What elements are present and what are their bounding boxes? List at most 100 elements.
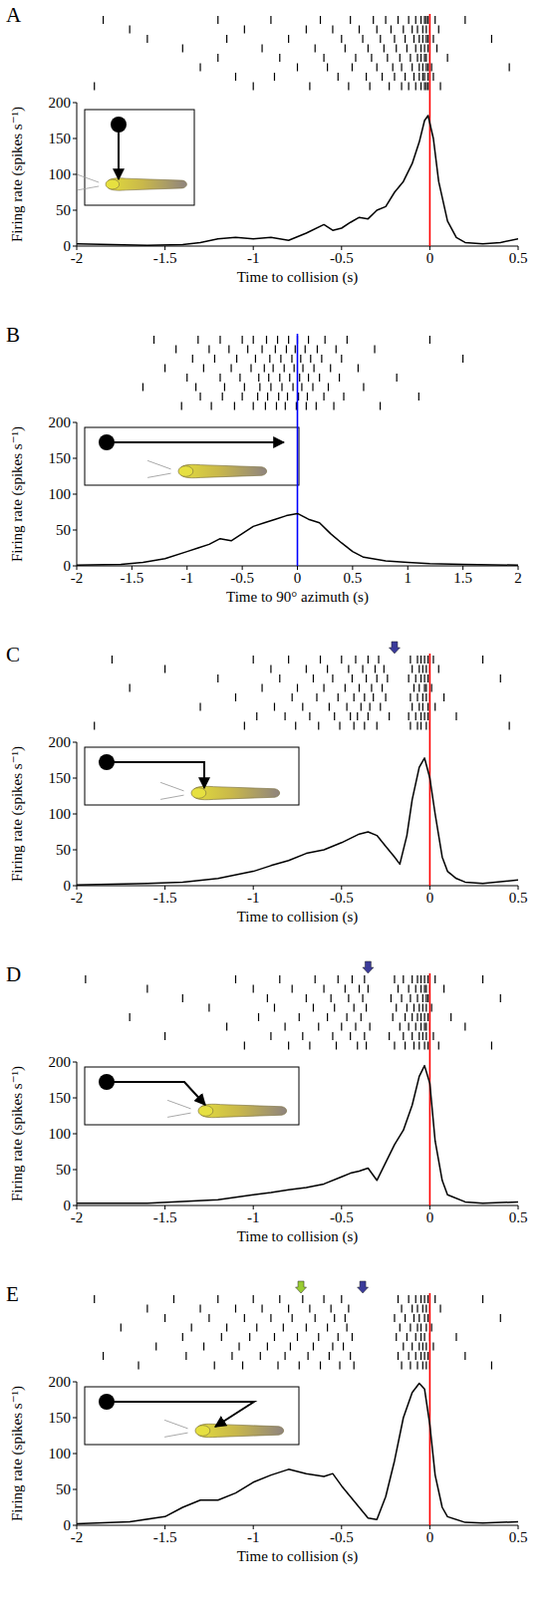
spike: [363, 1032, 365, 1041]
spike: [422, 1004, 424, 1013]
spike: [294, 345, 296, 354]
spike: [427, 1013, 429, 1022]
spike: [164, 1032, 166, 1041]
firing-rate-line: [76, 513, 519, 565]
spike: [284, 402, 286, 411]
spike: [244, 1314, 246, 1323]
x-tick-label: 0: [426, 889, 435, 906]
spike: [253, 82, 255, 91]
spike: [427, 674, 429, 683]
spike: [422, 1343, 424, 1352]
x-axis-title: Time to collision (s): [237, 269, 359, 286]
spike: [287, 1305, 289, 1314]
spike: [491, 34, 493, 43]
antenna: [77, 174, 99, 191]
spike: [423, 684, 425, 693]
spike: [411, 63, 413, 72]
spike: [217, 53, 219, 62]
plot-area: [76, 513, 519, 565]
spike: [315, 693, 317, 702]
y-tick: [72, 1205, 77, 1207]
spike: [164, 665, 166, 674]
spike: [315, 402, 317, 411]
spike: [365, 674, 367, 683]
spike: [427, 15, 429, 24]
spike: [399, 1324, 401, 1333]
spike: [423, 1023, 425, 1032]
spike: [365, 72, 367, 81]
spike: [367, 44, 369, 53]
spike: [447, 53, 449, 62]
spike: [423, 15, 425, 24]
spike: [301, 703, 303, 712]
spike: [399, 1023, 401, 1032]
spike: [423, 1352, 425, 1361]
spike: [455, 1333, 457, 1342]
spike: [402, 1032, 404, 1041]
spike: [385, 693, 387, 702]
spike: [464, 1023, 466, 1032]
spike: [423, 1013, 425, 1022]
spike: [420, 655, 422, 664]
spike: [425, 34, 427, 43]
spike: [482, 1295, 484, 1304]
spike: [266, 335, 268, 344]
spike: [267, 392, 269, 401]
spike: [400, 82, 402, 91]
plot-area: [76, 1066, 519, 1204]
y-tick: [72, 778, 77, 780]
spike: [425, 63, 427, 72]
y-tick-label: 200: [48, 734, 72, 751]
spike: [416, 1362, 418, 1371]
inset-frame: [84, 747, 299, 806]
spike: [226, 1324, 228, 1333]
spike: [146, 34, 148, 43]
spike: [268, 373, 270, 382]
spike: [301, 1295, 303, 1304]
spike: [420, 15, 422, 24]
spike: [491, 1362, 493, 1371]
spike: [416, 53, 418, 62]
spike: [305, 665, 307, 674]
spike: [432, 72, 434, 81]
spike: [226, 1023, 228, 1032]
spike: [226, 34, 228, 43]
spike: [383, 665, 385, 674]
x-tick-label: -1.5: [153, 1529, 178, 1546]
spike: [249, 1333, 251, 1342]
raster: [94, 15, 510, 91]
spike: [422, 72, 424, 81]
spike: [269, 354, 271, 363]
spike: [353, 693, 355, 702]
spike: [432, 1343, 434, 1352]
spike: [219, 373, 221, 382]
spike: [402, 975, 404, 984]
x-tick-label: -0.5: [329, 889, 354, 906]
spike: [372, 15, 374, 24]
spike: [351, 674, 353, 683]
y-tick: [72, 1169, 77, 1171]
spike: [219, 335, 221, 344]
spike: [400, 994, 402, 1003]
spike: [250, 364, 252, 373]
spike: [360, 703, 362, 712]
spike: [290, 354, 292, 363]
spike: [393, 975, 395, 984]
spike: [491, 1042, 493, 1051]
trajectory: [106, 441, 284, 444]
spike: [311, 383, 313, 392]
spike: [319, 1362, 321, 1371]
spike: [326, 63, 328, 72]
spike: [509, 722, 511, 731]
spike: [411, 703, 413, 712]
spike: [434, 975, 436, 984]
spike: [411, 1343, 413, 1352]
spike: [369, 703, 371, 712]
panel-letter: D: [5, 962, 21, 987]
spike: [235, 72, 237, 81]
spike: [409, 655, 411, 664]
x-tick-label: -1.5: [153, 889, 178, 906]
spike: [423, 985, 425, 994]
inset-frame: [84, 1067, 299, 1125]
spike: [93, 82, 95, 91]
